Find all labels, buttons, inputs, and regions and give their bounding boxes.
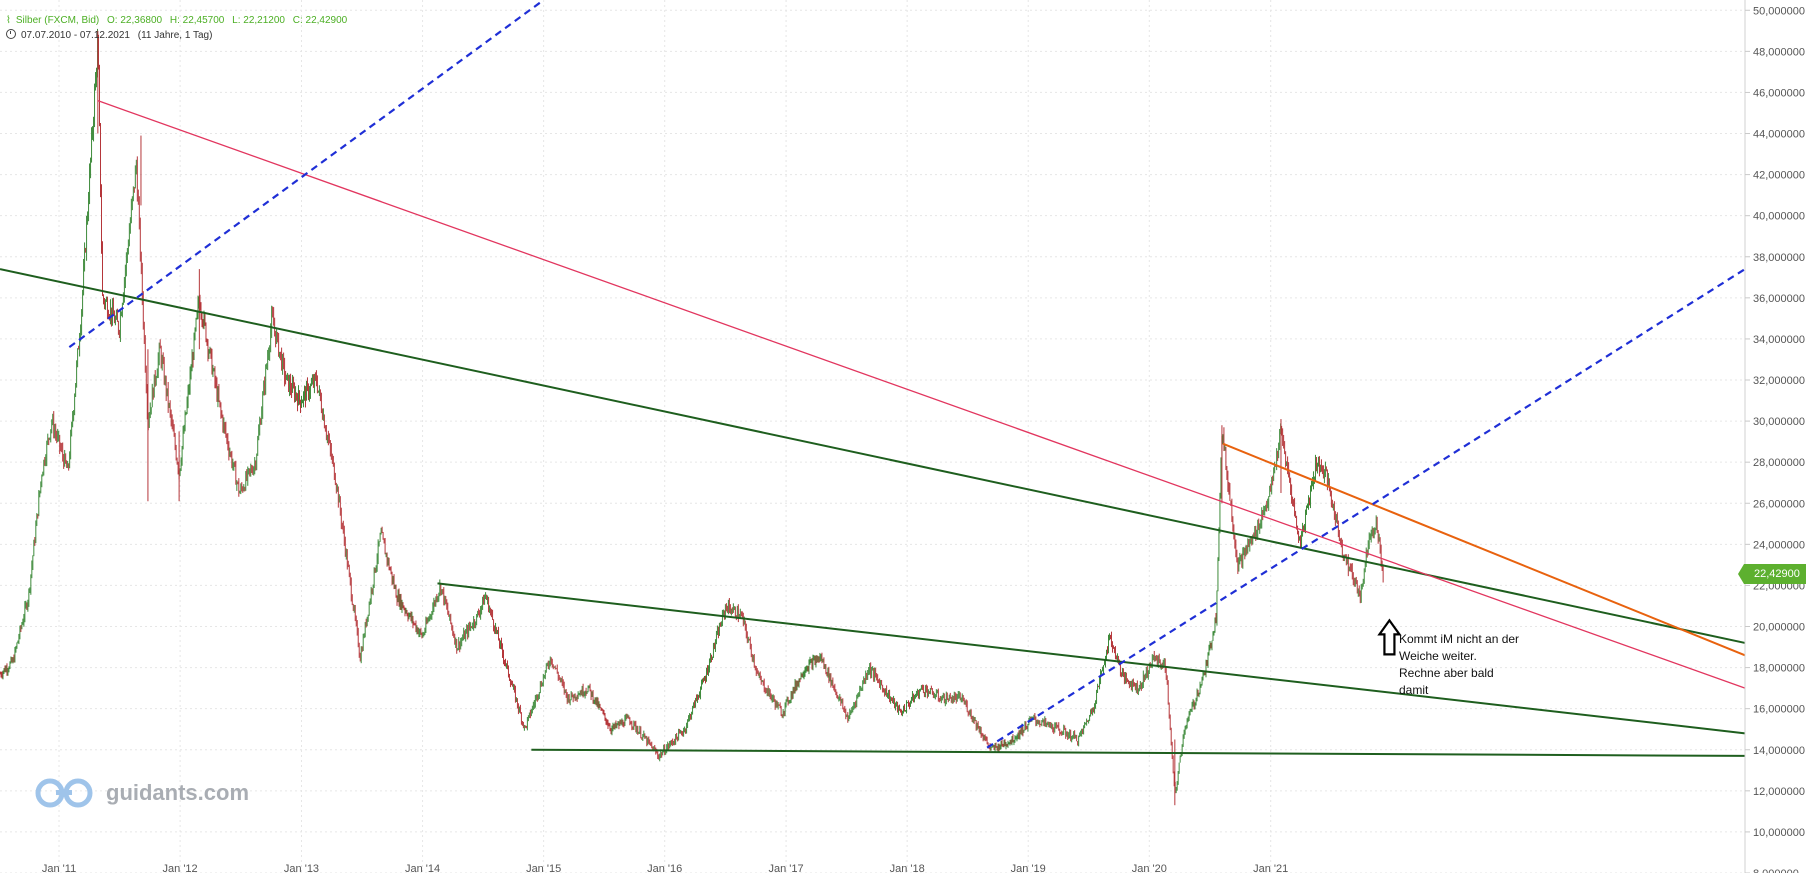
y-tick-label: 28,000000 <box>1753 457 1805 469</box>
x-tick-label: Jan '21 <box>1253 863 1288 873</box>
y-axis-ticks: 8,000000 10,000000 12,000000 14,000000 16,00… <box>1745 5 1805 873</box>
high-value: H: 22,45700 <box>169 15 225 26</box>
annotation-line: Rechne aber bald <box>1399 666 1494 680</box>
arrow-up-icon <box>1377 618 1402 656</box>
date-range-text: 07.07.2010 - 07.12.2021 <box>21 30 130 41</box>
x-tick-label: Jan '16 <box>647 863 682 873</box>
x-tick-label: Jan '14 <box>405 863 440 873</box>
x-tick-label: Jan '18 <box>890 863 925 873</box>
y-tick-label: 38,000000 <box>1753 252 1805 264</box>
x-tick-label: Jan '12 <box>163 863 198 873</box>
y-tick-label: 48,000000 <box>1753 46 1805 58</box>
y-tick-label: 8,000000 <box>1753 868 1799 873</box>
x-tick-label: Jan '19 <box>1011 863 1046 873</box>
clock-icon <box>6 29 16 39</box>
current-price-badge: 22,42900 <box>1738 564 1806 584</box>
y-tick-label: 20,000000 <box>1753 622 1805 634</box>
x-tick-label: Jan '17 <box>769 863 804 873</box>
annotation-line: Weiche weiter. <box>1399 649 1477 663</box>
y-tick-label: 26,000000 <box>1753 498 1805 510</box>
guidants-logo[interactable]: guidants.com <box>34 777 249 809</box>
annotation-note: Kommt iM nicht an der Weiche weiter. Rec… <box>1399 631 1569 699</box>
instrument-name: Silber (FXCM, Bid) <box>15 15 100 26</box>
date-range: 07.07.2010 - 07.12.2021 (11 Jahre, 1 Tag… <box>6 28 217 41</box>
annotation-line: damit <box>1399 683 1429 697</box>
y-tick-label: 50,000000 <box>1753 5 1805 17</box>
date-span-text: (11 Jahre, 1 Tag) <box>137 30 213 41</box>
instrument-header: ⌇ Silber (FXCM, Bid) O: 22,36800 H: 22,45… <box>6 15 352 26</box>
logo-text: guidants.com <box>106 780 250 805</box>
grid <box>0 0 1745 873</box>
open-value: O: 22,36800 <box>107 15 163 26</box>
x-tick-label: Jan '11 <box>42 863 76 873</box>
low-value: L: 22,21200 <box>232 15 285 26</box>
close-value: C: 22,42900 <box>292 15 348 26</box>
y-tick-label: 40,000000 <box>1753 211 1805 223</box>
annotations <box>1377 618 1402 656</box>
y-tick-label: 30,000000 <box>1753 416 1805 428</box>
trendline <box>437 582 1746 735</box>
y-tick-label: 10,000000 <box>1753 827 1805 839</box>
x-tick-label: Jan '15 <box>526 863 561 873</box>
annotation-line: Kommt iM nicht an der <box>1399 632 1520 646</box>
trendline <box>97 100 1746 689</box>
guidants-logo-icon <box>35 778 93 808</box>
y-tick-label: 34,000000 <box>1753 334 1805 346</box>
trendline <box>531 748 1746 757</box>
y-tick-label: 12,000000 <box>1753 786 1805 798</box>
trendlines <box>0 0 1746 757</box>
y-tick-label: 24,000000 <box>1753 539 1805 551</box>
y-tick-label: 18,000000 <box>1753 663 1805 675</box>
x-tick-label: Jan '20 <box>1132 863 1167 873</box>
y-tick-label: 32,000000 <box>1753 375 1805 387</box>
y-tick-label: 44,000000 <box>1753 129 1805 141</box>
trendline <box>1222 442 1746 657</box>
y-tick-label: 42,000000 <box>1753 170 1805 182</box>
y-tick-label: 14,000000 <box>1753 745 1805 757</box>
y-tick-label: 16,000000 <box>1753 704 1805 716</box>
trendline <box>0 268 1746 644</box>
x-tick-label: Jan '13 <box>284 863 319 873</box>
y-tick-label: 36,000000 <box>1753 293 1805 305</box>
x-axis-ticks: Jan '11 Jan '12 Jan '13 Jan '14 Jan '15 Jan '… <box>42 863 1288 873</box>
dashed-trendline <box>68 0 545 349</box>
y-tick-label: 46,000000 <box>1753 87 1805 99</box>
dashed-trendline <box>986 268 1746 749</box>
chart-type-icon[interactable]: ⌇ <box>6 15 11 26</box>
